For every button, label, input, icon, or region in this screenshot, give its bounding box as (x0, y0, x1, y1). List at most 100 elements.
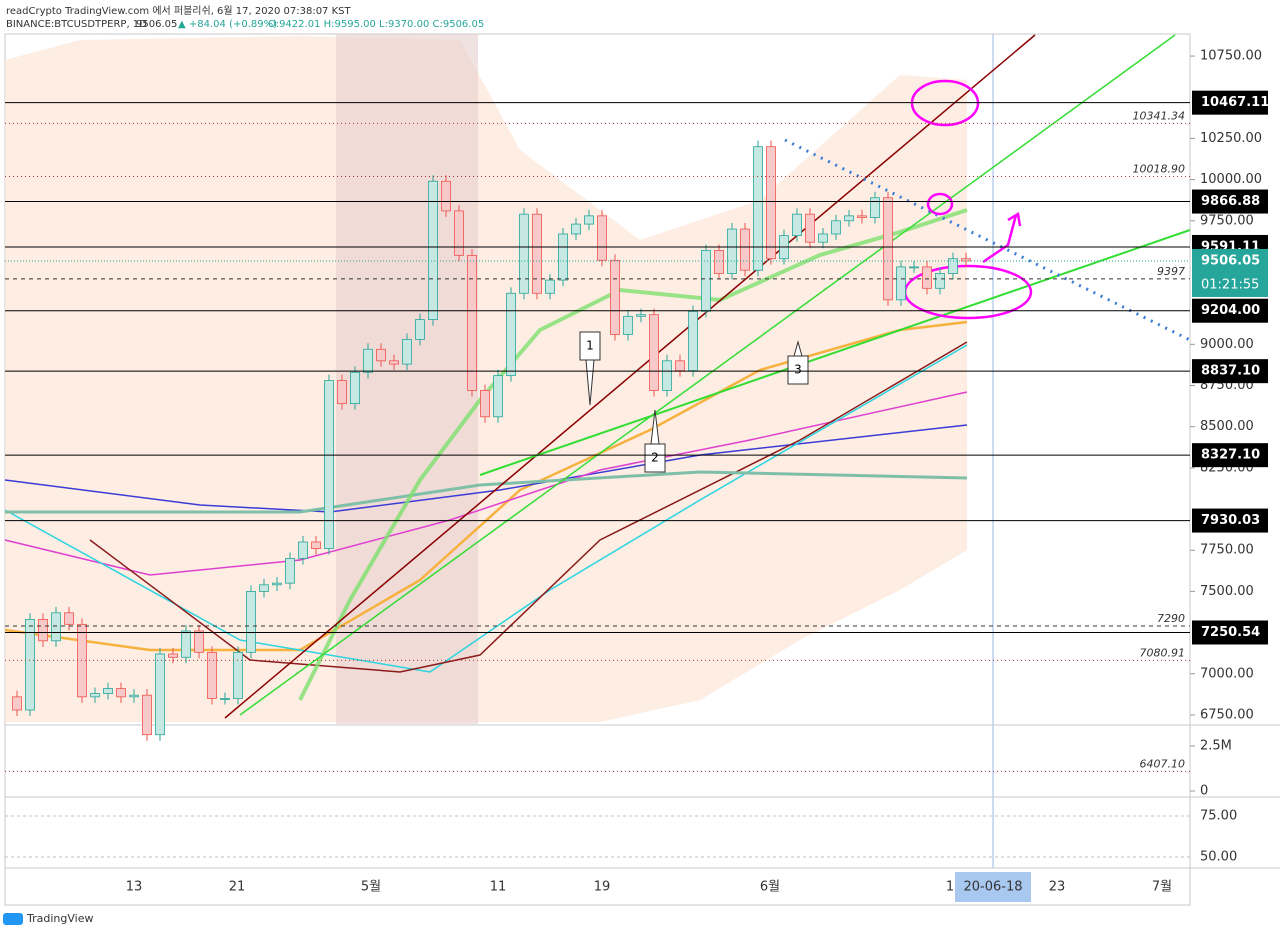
y-tick-label: 9750.00 (1200, 213, 1254, 228)
candle (649, 314, 659, 391)
ohlc: O:9422.01 H:9595.00 L:9370.00 C:9506.05 (268, 19, 484, 30)
candle (727, 228, 737, 274)
candle (883, 197, 893, 301)
date-cursor-box (955, 872, 1031, 902)
candle (623, 315, 633, 335)
callout (787, 340, 809, 385)
candle (857, 215, 867, 218)
y-tick-label: 7750.00 (1200, 543, 1254, 558)
candle (454, 210, 464, 256)
candle (792, 213, 802, 237)
candle (324, 380, 334, 549)
candle (337, 380, 347, 405)
candle (142, 694, 152, 736)
level-box (1192, 298, 1268, 323)
x-tick-label: 21 (229, 880, 246, 895)
level-label: 6407.10 (1140, 757, 1186, 770)
candle (259, 584, 269, 592)
candle (285, 558, 295, 584)
rsi-tick-label: 50.00 (1200, 850, 1237, 865)
level-box (1192, 443, 1268, 468)
candle (441, 180, 451, 212)
candle (246, 591, 256, 653)
candle (298, 541, 308, 559)
candle (51, 612, 61, 642)
candle (181, 630, 191, 658)
level-label: 7080.91 (1140, 646, 1186, 659)
y-tick-label: 8500.00 (1200, 419, 1254, 434)
candle (701, 250, 711, 312)
level-label: 10018.90 (1133, 162, 1186, 175)
candle (896, 266, 906, 301)
level-box (1192, 620, 1268, 645)
x-tick-label: 23 (1049, 880, 1066, 895)
candle (922, 266, 932, 289)
logo-icon (3, 913, 23, 925)
candle (519, 213, 529, 294)
candle (25, 619, 35, 711)
level-label: 9866.88 (1201, 194, 1260, 209)
candle (532, 213, 542, 294)
candle (480, 390, 490, 418)
candle (844, 215, 854, 222)
y-tick-label: 6750.00 (1200, 707, 1254, 722)
x-tick-label: 6월 (760, 880, 780, 895)
level-label: 8327.10 (1201, 448, 1260, 463)
candle (363, 348, 373, 373)
candle (38, 619, 48, 642)
candle (103, 688, 113, 694)
y-tick-label: 10750.00 (1200, 49, 1262, 64)
level-box (1192, 189, 1268, 214)
annotations: 1 2 3 (579, 331, 809, 473)
callout-label: 3 (794, 363, 802, 377)
header: readCrypto TradingView.com 에서 퍼블리쉬, 6월 1… (6, 5, 484, 30)
callout (579, 331, 601, 406)
candle (402, 338, 412, 365)
level-label: 9397 (1157, 265, 1185, 278)
candle (272, 582, 282, 586)
candle (831, 220, 841, 235)
candle (688, 310, 698, 372)
candle (909, 266, 919, 269)
change: ▲ +84.04 (+0.89%) (178, 19, 277, 30)
level-label: 9204.00 (1201, 303, 1260, 318)
candle (935, 273, 945, 289)
candle (415, 319, 425, 340)
candle (233, 651, 243, 699)
candle (714, 250, 724, 274)
candle (493, 375, 503, 418)
candle (675, 360, 685, 372)
x-tick-label: 5월 (361, 880, 381, 895)
candle (428, 180, 438, 321)
level-box (1192, 90, 1268, 115)
candle (311, 541, 321, 549)
last-price-label: 9506.05 (1201, 253, 1260, 268)
candle (584, 215, 594, 225)
candle (467, 254, 477, 391)
candle (948, 258, 958, 274)
candle (116, 688, 126, 698)
rsi-tick-label: 75.00 (1200, 809, 1237, 824)
level-label: 7290 (1157, 612, 1185, 625)
x-tick-label: 7월 (1152, 880, 1172, 895)
x-tick-label: 13 (126, 880, 143, 895)
candle (766, 146, 776, 260)
y-tick-label: 7500.00 (1200, 584, 1254, 599)
candle (12, 696, 22, 711)
level-label: 10341.34 (1133, 109, 1186, 122)
candle (220, 698, 230, 700)
candle (610, 259, 620, 335)
candle (168, 653, 178, 658)
candle (558, 233, 568, 281)
candle (64, 612, 74, 625)
last: 9506.05 (136, 19, 177, 30)
volume-tick-label: 2.5M (1200, 739, 1232, 754)
candle (129, 694, 139, 698)
countdown: 01:21:55 (1201, 277, 1259, 292)
header-line: readCrypto TradingView.com 에서 퍼블리쉬, 6월 1… (6, 5, 351, 17)
logo-text[interactable]: TradingView (26, 912, 93, 925)
candle (545, 279, 555, 294)
symbol: BINANCE:BTCUSDTPERP, 1D (6, 19, 147, 30)
